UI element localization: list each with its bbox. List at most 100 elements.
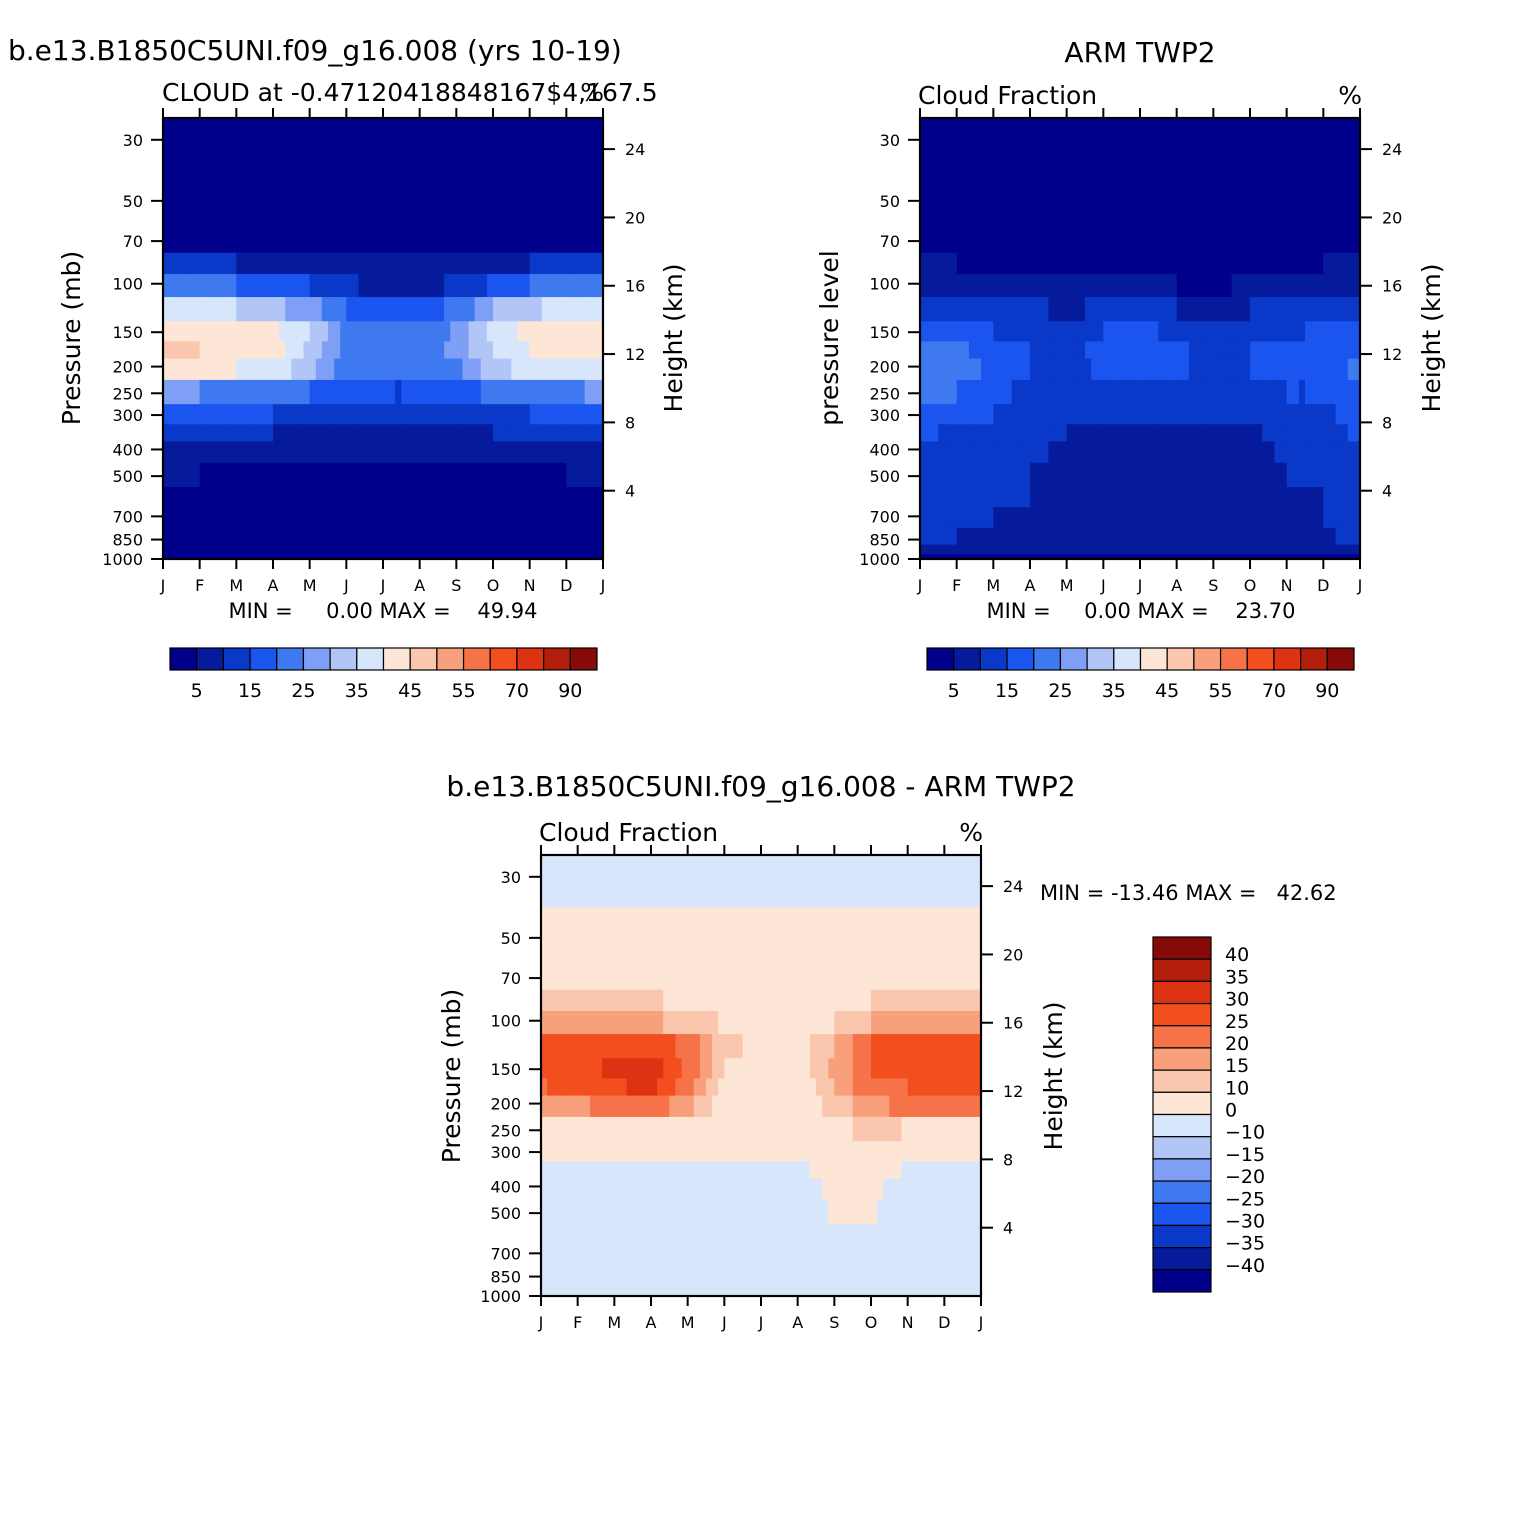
diff-contour-cell	[712, 1078, 719, 1097]
diff-contour-cell	[797, 1141, 805, 1162]
obs-contour-cell	[1152, 358, 1159, 381]
model-contour-cell	[389, 220, 396, 254]
diff-contour-cell	[596, 1264, 603, 1283]
obs-contour-cell	[1292, 274, 1300, 298]
model-contour-cell	[193, 404, 201, 425]
diff-contour-cell	[895, 855, 903, 867]
obs-contour-cell	[932, 462, 939, 488]
model-contour-cell	[199, 487, 207, 508]
diff-contour-cell	[871, 989, 878, 1012]
diff-contour-cell	[889, 1011, 897, 1035]
diff-contour-cell	[620, 1116, 628, 1142]
model-contour-cell	[279, 487, 286, 508]
obs-contour-cell	[1152, 441, 1159, 464]
obs-contour-cell	[999, 424, 1007, 443]
diff-contour-cell	[950, 855, 958, 867]
diff-contour-cell	[748, 1178, 756, 1201]
diff-contour-cell	[828, 865, 835, 908]
diff-contour-cell	[754, 1034, 762, 1059]
obs-contour-cell	[1268, 404, 1276, 425]
obs-contour-cell	[1146, 274, 1153, 298]
diff-contour-cell	[742, 1244, 750, 1266]
obs-contour-cell	[1109, 274, 1117, 298]
model-contour-cell	[260, 554, 268, 560]
model-contour-cell	[230, 544, 237, 555]
model-contour-cell	[358, 341, 366, 360]
model-contour-cell	[431, 128, 439, 171]
obs-contour-cell	[1341, 507, 1349, 529]
diff-colorbar-box	[1152, 1136, 1212, 1160]
diff-contour-cell	[944, 1058, 952, 1080]
obs-contour-cell	[999, 341, 1007, 360]
diff-contour-cell	[797, 1199, 805, 1225]
model-contour-cell	[334, 507, 341, 529]
diff-contour-cell	[724, 1281, 732, 1292]
obs-contour-cell	[968, 544, 976, 555]
diff-contour-cell	[846, 1199, 854, 1225]
diff-contour-cell	[706, 1244, 713, 1266]
model-contour-cell	[548, 128, 555, 171]
obs-contour-cell	[1146, 128, 1153, 171]
model-height-tick-label: 8	[625, 413, 635, 432]
obs-contour-cell	[981, 527, 988, 546]
obs-contour-cell	[1231, 441, 1239, 464]
model-contour-cell	[187, 341, 195, 360]
diff-contour-cell	[577, 1141, 585, 1162]
obs-contour-cell	[1201, 527, 1208, 546]
model-contour-cell	[321, 297, 329, 322]
obs-contour-cell	[993, 379, 1001, 405]
obs-contour-cell	[1158, 379, 1166, 405]
diff-contour-cell	[834, 1161, 842, 1180]
obs-contour-cell	[1030, 274, 1037, 298]
obs-contour-cell	[1243, 441, 1251, 464]
model-contour-cell	[493, 379, 500, 405]
obs-contour-cell	[993, 128, 1001, 171]
model-contour-cell	[346, 128, 354, 171]
diff-contour-cell	[822, 1224, 829, 1245]
diff-contour-cell	[926, 1078, 933, 1097]
obs-contour-cell	[1219, 527, 1227, 546]
model-contour-cell	[321, 341, 329, 360]
diff-contour-cell	[956, 1224, 964, 1245]
model-contour-cell	[321, 487, 329, 508]
diff-colorbar-label: −40	[1225, 1255, 1265, 1277]
model-contour-cell	[273, 404, 280, 425]
model-contour-cell	[554, 462, 561, 488]
model-contour-cell	[450, 252, 457, 275]
diff-y-tick-label: 200	[490, 1095, 521, 1114]
obs-contour-cell	[1133, 321, 1141, 343]
diff-contour-cell	[602, 1078, 609, 1097]
diff-contour-cell	[871, 1178, 878, 1201]
diff-contour-cell	[724, 1058, 732, 1080]
diff-contour-cell	[541, 989, 548, 1012]
model-contour-cell	[462, 274, 470, 298]
model-contour-cell	[389, 554, 396, 560]
obs-height-tick-label: 8	[1382, 413, 1392, 432]
diff-contour-cell	[663, 1011, 670, 1035]
obs-contour-cell	[1109, 128, 1117, 171]
model-colorbar-label: 35	[345, 680, 369, 702]
obs-contour-cell	[1158, 274, 1166, 298]
obs-contour-cell	[1225, 404, 1233, 425]
model-contour-cell	[273, 527, 280, 546]
diff-contour-cell	[883, 1078, 890, 1097]
obs-contour-cell	[956, 118, 964, 130]
diff-contour-cell	[779, 1178, 787, 1201]
obs-contour-cell	[1256, 527, 1263, 546]
obs-contour-cell	[926, 379, 933, 405]
obs-contour-cell	[1292, 462, 1300, 488]
obs-contour-cell	[1262, 274, 1269, 298]
obs-contour-cell	[1353, 170, 1361, 222]
model-contour-cell	[187, 462, 195, 488]
diff-contour-cell	[638, 1264, 646, 1283]
diff-colorbar-label: 35	[1225, 966, 1249, 988]
model-contour-cell	[578, 170, 586, 222]
diff-contour-cell	[712, 1244, 719, 1266]
obs-contour-cell	[999, 297, 1007, 322]
obs-contour-cell	[1066, 170, 1074, 222]
diff-contour-cell	[797, 1281, 805, 1292]
diff-contour-cell	[687, 957, 695, 991]
obs-contour-cell	[1280, 321, 1288, 343]
obs-colorbar-box	[1300, 647, 1328, 671]
